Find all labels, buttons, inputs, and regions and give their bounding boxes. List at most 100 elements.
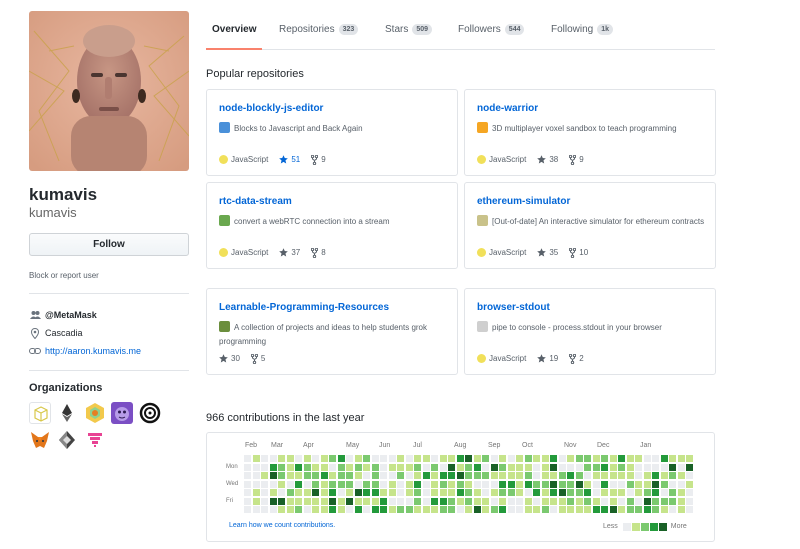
- contribution-day[interactable]: [541, 463, 549, 471]
- contribution-day[interactable]: [643, 472, 651, 479]
- contribution-day[interactable]: [346, 489, 353, 496]
- contribution-day[interactable]: [456, 472, 464, 479]
- contribution-day[interactable]: [439, 489, 447, 496]
- contribution-day[interactable]: [609, 497, 617, 505]
- contribution-day[interactable]: [371, 480, 379, 488]
- contribution-day[interactable]: [363, 480, 370, 488]
- contribution-day[interactable]: [465, 497, 472, 505]
- contribution-day[interactable]: [252, 455, 260, 462]
- repo-name-link[interactable]: Learnable-Programming-Resources: [219, 302, 390, 313]
- contribution-day[interactable]: [312, 455, 319, 462]
- contribution-day[interactable]: [286, 455, 294, 462]
- contribution-day[interactable]: [422, 463, 430, 471]
- tab-overview[interactable]: Overview: [212, 24, 256, 35]
- contribution-day[interactable]: [626, 463, 634, 471]
- contribution-day[interactable]: [677, 455, 685, 462]
- contribution-day[interactable]: [371, 472, 379, 479]
- contribution-day[interactable]: [431, 497, 438, 505]
- contribution-day[interactable]: [278, 506, 285, 513]
- contribution-day[interactable]: [320, 497, 328, 505]
- repo-stars[interactable]: 37: [279, 248, 300, 257]
- contribution-day[interactable]: [533, 463, 540, 471]
- contribution-day[interactable]: [524, 472, 532, 479]
- contribution-day[interactable]: [524, 463, 532, 471]
- contribution-day[interactable]: [473, 506, 481, 513]
- contribution-day[interactable]: [524, 489, 532, 496]
- repo-forks[interactable]: 9: [311, 154, 326, 165]
- contribution-day[interactable]: [558, 472, 566, 479]
- contribution-day[interactable]: [278, 472, 285, 479]
- contribution-day[interactable]: [473, 497, 481, 505]
- contribution-day[interactable]: [567, 480, 574, 488]
- contribution-day[interactable]: [669, 506, 676, 513]
- contribution-day[interactable]: [499, 489, 506, 496]
- contribution-day[interactable]: [618, 497, 625, 505]
- contribution-day[interactable]: [269, 489, 277, 496]
- contribution-day[interactable]: [686, 463, 693, 471]
- contribution-day[interactable]: [584, 472, 591, 479]
- contribution-day[interactable]: [422, 506, 430, 513]
- contribution-day[interactable]: [601, 480, 608, 488]
- contribution-day[interactable]: [558, 489, 566, 496]
- diamond-org-icon[interactable]: [56, 429, 78, 451]
- contribution-day[interactable]: [609, 455, 617, 462]
- contribution-day[interactable]: [388, 480, 396, 488]
- contribution-day[interactable]: [686, 480, 693, 488]
- contribution-day[interactable]: [422, 497, 430, 505]
- contribution-day[interactable]: [677, 489, 685, 496]
- contribution-day[interactable]: [312, 480, 319, 488]
- contribution-day[interactable]: [541, 472, 549, 479]
- contribution-day[interactable]: [660, 497, 668, 505]
- contribution-day[interactable]: [337, 506, 345, 513]
- contribution-day[interactable]: [422, 455, 430, 462]
- contribution-day[interactable]: [448, 472, 455, 479]
- contribution-day[interactable]: [439, 497, 447, 505]
- contribution-day[interactable]: [371, 506, 379, 513]
- contribution-day[interactable]: [618, 472, 625, 479]
- cube-org-icon[interactable]: [29, 402, 51, 424]
- contribution-day[interactable]: [278, 497, 285, 505]
- contribution-day[interactable]: [312, 463, 319, 471]
- contribution-day[interactable]: [558, 463, 566, 471]
- contribution-day[interactable]: [567, 472, 574, 479]
- contribution-day[interactable]: [269, 480, 277, 488]
- contribution-day[interactable]: [312, 489, 319, 496]
- contribution-day[interactable]: [346, 480, 353, 488]
- contribution-day[interactable]: [269, 463, 277, 471]
- contribution-day[interactable]: [380, 455, 387, 462]
- contribution-day[interactable]: [490, 463, 498, 471]
- contribution-day[interactable]: [295, 480, 302, 488]
- contribution-day[interactable]: [431, 489, 438, 496]
- contribution-day[interactable]: [635, 455, 642, 462]
- contribution-day[interactable]: [261, 480, 268, 488]
- repo-stars[interactable]: 35: [537, 248, 558, 257]
- contribution-day[interactable]: [388, 472, 396, 479]
- contribution-day[interactable]: [303, 480, 311, 488]
- hexagon-org-icon[interactable]: [84, 402, 106, 424]
- contribution-day[interactable]: [686, 455, 693, 462]
- contribution-day[interactable]: [346, 463, 353, 471]
- contribution-day[interactable]: [677, 506, 685, 513]
- contribution-day[interactable]: [626, 472, 634, 479]
- contribution-day[interactable]: [609, 489, 617, 496]
- contribution-day[interactable]: [686, 472, 693, 479]
- contribution-day[interactable]: [507, 472, 515, 479]
- contribution-day[interactable]: [533, 455, 540, 462]
- contribution-day[interactable]: [550, 497, 557, 505]
- repo-forks[interactable]: 5: [250, 353, 265, 364]
- contribution-day[interactable]: [431, 480, 438, 488]
- contribution-day[interactable]: [499, 472, 506, 479]
- contribution-day[interactable]: [473, 463, 481, 471]
- contribution-day[interactable]: [609, 506, 617, 513]
- contribution-day[interactable]: [558, 455, 566, 462]
- contribution-day[interactable]: [252, 506, 260, 513]
- contribution-day[interactable]: [329, 472, 336, 479]
- contribution-day[interactable]: [303, 463, 311, 471]
- contribution-day[interactable]: [635, 472, 642, 479]
- contribution-day[interactable]: [346, 455, 353, 462]
- contribution-day[interactable]: [575, 480, 583, 488]
- contribution-day[interactable]: [320, 489, 328, 496]
- contribution-day[interactable]: [439, 463, 447, 471]
- contribution-day[interactable]: [295, 455, 302, 462]
- contribution-day[interactable]: [626, 489, 634, 496]
